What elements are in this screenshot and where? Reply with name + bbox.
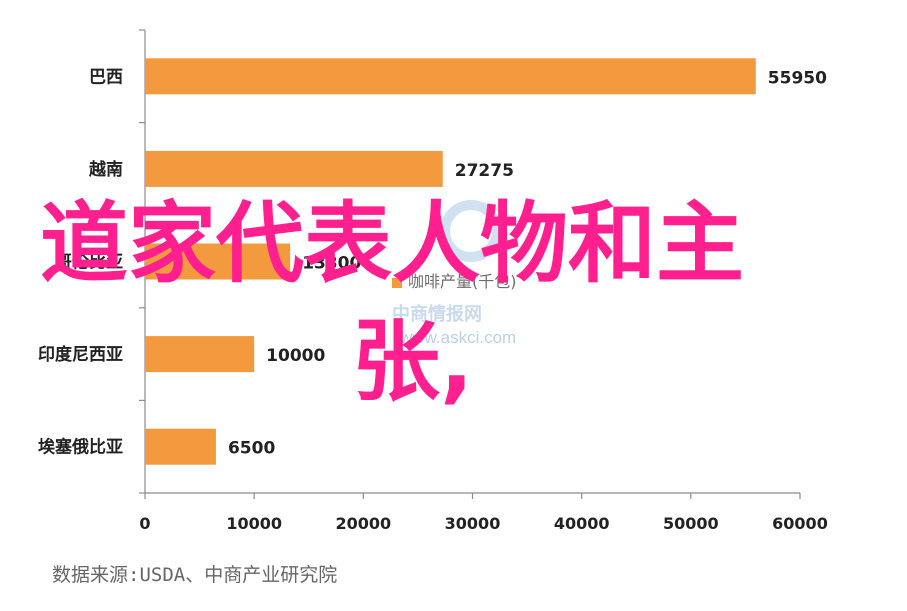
category-label: 哥伦比亚: [55, 252, 123, 273]
watermark-text: 中商情报网: [392, 304, 482, 325]
axis-layer: 0 10000 20000 30000 40000 50000 60000: [139, 29, 828, 533]
data-label: 27275: [455, 161, 514, 181]
bar: [145, 243, 291, 280]
category-label: 越南: [88, 159, 123, 180]
watermark-url: www.askci.com: [400, 328, 517, 347]
x-tick-label: 40000: [554, 514, 610, 533]
bar: [145, 58, 756, 95]
x-tick-label: 10000: [226, 514, 282, 533]
x-tick-label: 60000: [772, 514, 828, 533]
bar: [145, 428, 216, 465]
x-tick-label: 0: [139, 514, 150, 533]
category-label: 印度尼西亚: [38, 344, 123, 365]
data-label: 55950: [768, 68, 827, 88]
category-label: 巴西: [89, 67, 123, 87]
source-note: 数据来源:USDA、中商产业研究院: [52, 564, 338, 586]
bar: [145, 336, 255, 373]
legend: 咖啡产量(千包): [392, 268, 517, 292]
x-tick-label: 20000: [335, 514, 391, 533]
watermark-logo-icon: [440, 200, 502, 262]
data-label: 13300: [302, 254, 361, 274]
legend-swatch: [392, 277, 402, 288]
data-label: 10000: [266, 346, 325, 366]
bar-layer: 巴西 55950 越南 27275 哥伦比亚 13300 印度尼西亚 10000 埃塞俄比亚 65…: [38, 58, 827, 465]
data-label: 6500: [228, 439, 275, 459]
bar: [145, 150, 443, 187]
x-tick-label: 50000: [663, 514, 719, 533]
x-tick-label: 30000: [445, 514, 501, 533]
category-label: 埃塞俄比亚: [38, 437, 123, 458]
legend-label: 咖啡产量(千包): [408, 272, 517, 291]
